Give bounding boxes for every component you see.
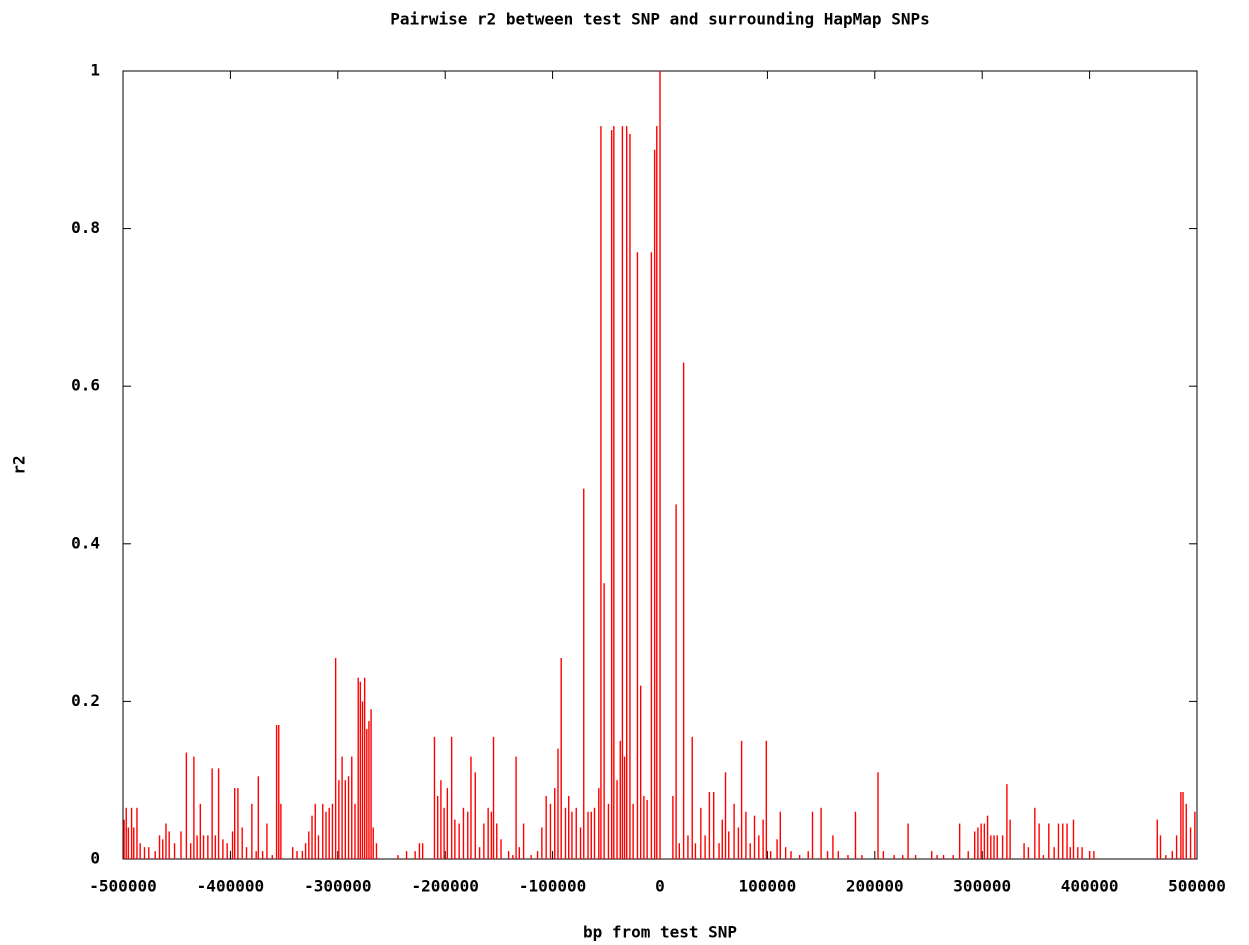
x-tick-label: -500000: [89, 877, 156, 896]
x-tick-label: -300000: [304, 877, 371, 896]
y-tick-label: 0.2: [71, 691, 100, 710]
x-tick-label: 200000: [846, 877, 904, 896]
y-tick-label: 0.8: [71, 218, 100, 237]
x-tick-label: 0: [655, 877, 665, 896]
y-axis-label: r2: [10, 455, 29, 474]
x-tick-label: -100000: [519, 877, 586, 896]
x-tick-label: 400000: [1061, 877, 1119, 896]
y-tick-label: 0: [90, 849, 100, 868]
y-tick-label: 1: [90, 61, 100, 80]
x-axis-label: bp from test SNP: [583, 923, 737, 942]
x-tick-label: -400000: [197, 877, 264, 896]
x-tick-label: 300000: [953, 877, 1011, 896]
x-tick-label: -200000: [411, 877, 478, 896]
y-tick-label: 0.6: [71, 376, 100, 395]
x-tick-label: 500000: [1168, 877, 1226, 896]
x-tick-label: 100000: [739, 877, 797, 896]
y-tick-label: 0.4: [71, 533, 100, 552]
chart-title: Pairwise r2 between test SNP and surroun…: [390, 10, 929, 29]
